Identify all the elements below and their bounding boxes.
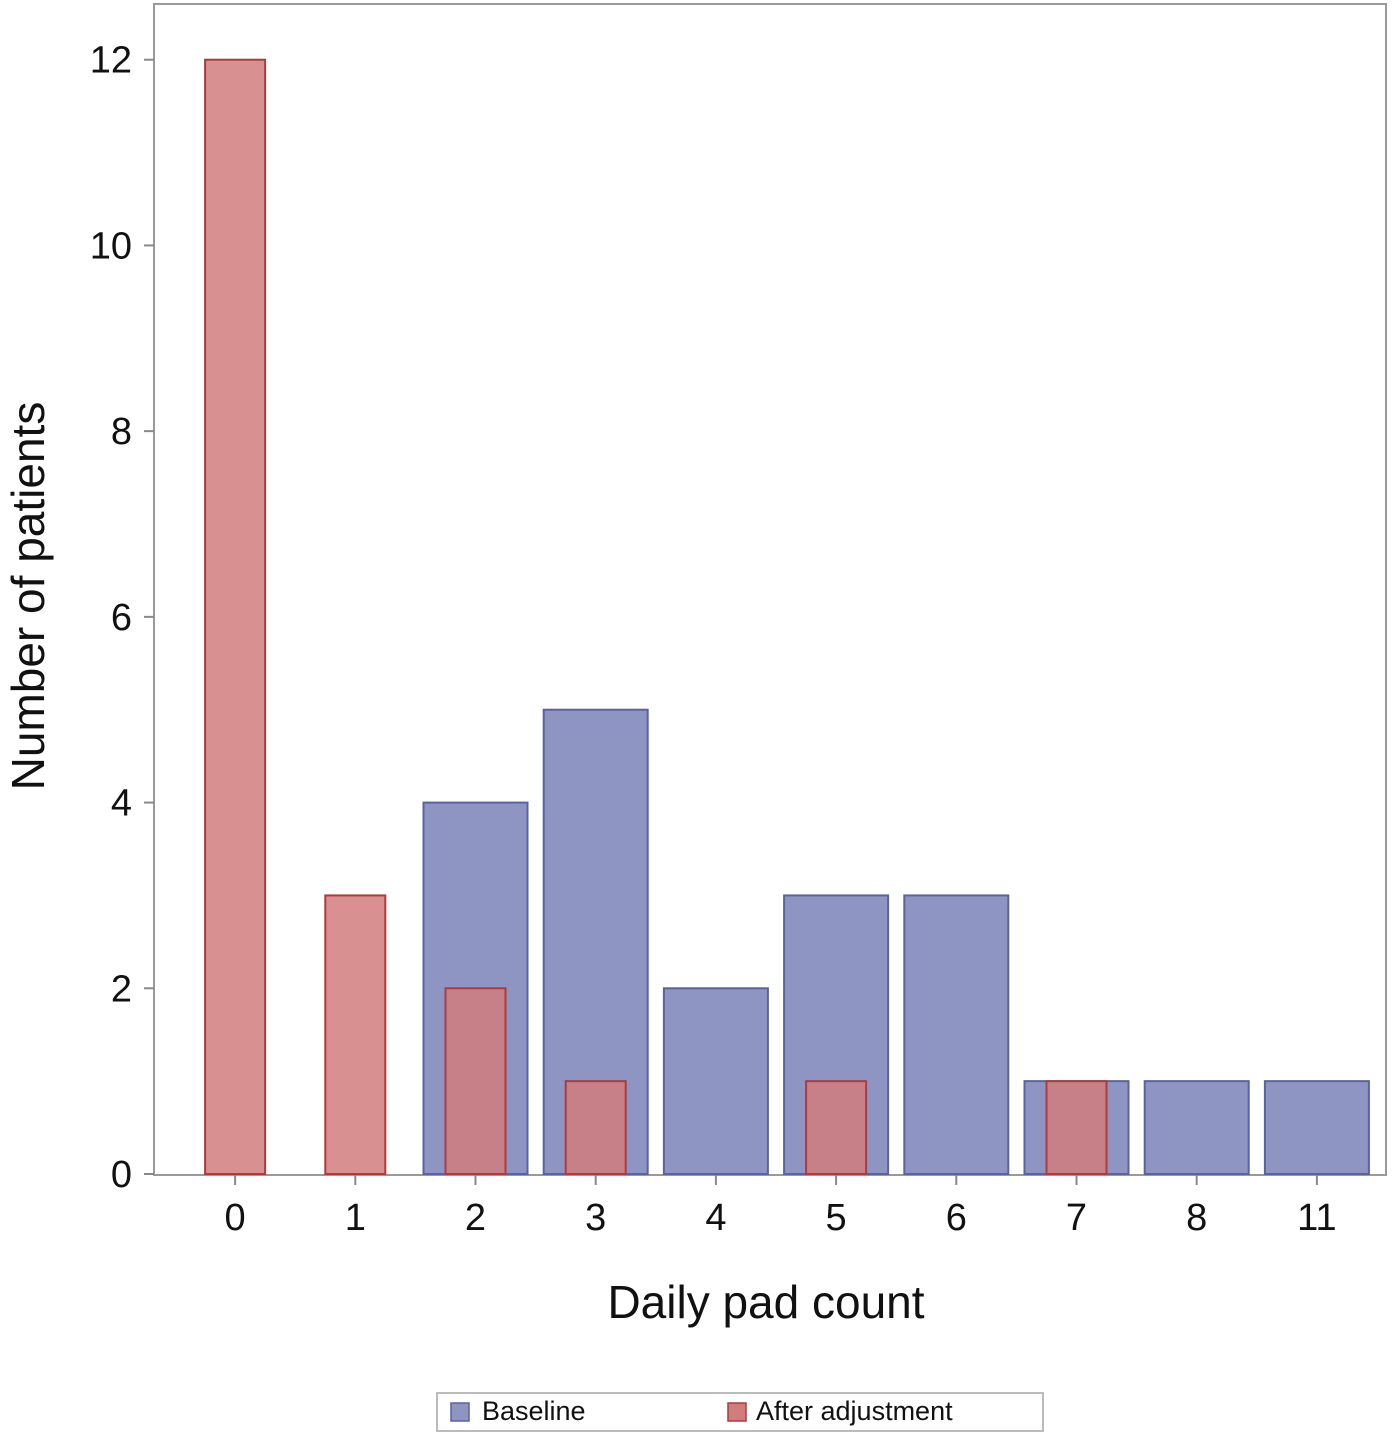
x-tick-label: 11 [1297, 1197, 1336, 1239]
x-tick-label: 3 [585, 1197, 606, 1239]
after-adjustment-bar [204, 58, 267, 1176]
after-adjustment-bar [444, 987, 507, 1175]
x-tick-label: 5 [826, 1197, 847, 1239]
after-adjustment-bar [1045, 1080, 1108, 1175]
x-tick-label: 6 [946, 1197, 967, 1239]
after-adjustment-bar [805, 1080, 868, 1175]
after-adjustment-bar [324, 894, 387, 1176]
x-tick-label: 7 [1066, 1197, 1087, 1239]
baseline-bar [662, 987, 769, 1175]
y-tick-label: 8 [111, 411, 132, 453]
after-adjustment-series [204, 58, 1108, 1176]
plot-area-border [153, 3, 1387, 1176]
y-axis-title: Number of patients [2, 402, 54, 791]
baseline-bar [1263, 1080, 1370, 1175]
after-adjustment-bar [564, 1080, 627, 1175]
legend-label-after-adjustment: After adjustment [756, 1396, 953, 1426]
legend-swatch-after-adjustment [727, 1402, 747, 1422]
legend: Baseline After adjustment [436, 1392, 1044, 1432]
x-tick-label: 4 [705, 1197, 726, 1239]
x-tick-label: 2 [465, 1197, 486, 1239]
y-tick-label: 4 [111, 783, 132, 825]
y-tick-label: 0 [111, 1154, 132, 1196]
baseline-bar [1143, 1080, 1250, 1175]
plot-frame [153, 3, 1387, 1176]
legend-swatch-baseline [450, 1402, 470, 1422]
legend-label-baseline: Baseline [482, 1396, 586, 1426]
y-tick-label: 6 [111, 597, 132, 639]
x-tick-label: 0 [225, 1197, 246, 1239]
y-axis: 0 2 4 6 8 10 12 [90, 40, 154, 1196]
x-tick-label: 8 [1186, 1197, 1207, 1239]
y-tick-label: 2 [111, 968, 132, 1010]
x-axis-title: Daily pad count [607, 1276, 924, 1328]
y-tick-label: 10 [90, 225, 132, 267]
x-tick-label: 1 [345, 1197, 366, 1239]
x-axis: 0 1 2 3 4 5 6 7 8 11 [225, 1175, 1337, 1239]
baseline-bar [903, 894, 1010, 1176]
y-tick-label: 12 [90, 40, 132, 82]
